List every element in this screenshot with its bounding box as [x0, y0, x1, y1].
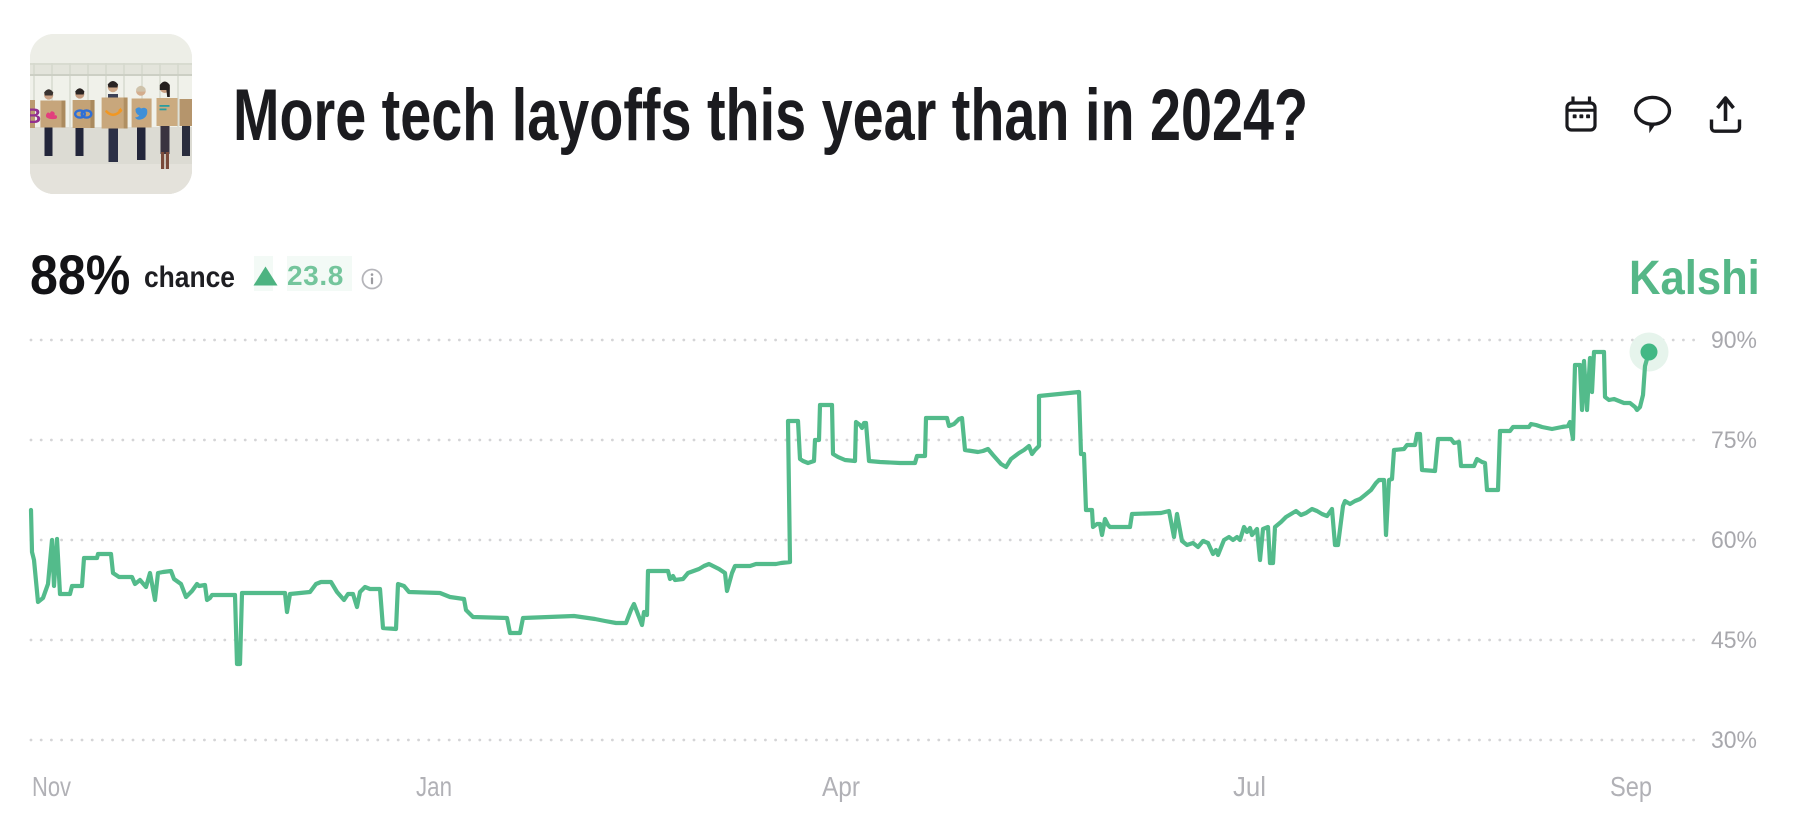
svg-text:30%: 30%: [1711, 727, 1757, 754]
svg-text:45%: 45%: [1711, 627, 1757, 654]
svg-text:Sep: Sep: [1610, 771, 1652, 802]
svg-text:Jul: Jul: [1233, 771, 1266, 802]
svg-text:Jan: Jan: [416, 771, 452, 802]
svg-text:60%: 60%: [1711, 527, 1757, 554]
svg-text:75%: 75%: [1711, 427, 1757, 454]
svg-text:Apr: Apr: [822, 771, 860, 802]
svg-text:B: B: [30, 105, 41, 128]
svg-text:Nov: Nov: [32, 771, 71, 802]
svg-text:90%: 90%: [1711, 327, 1757, 354]
